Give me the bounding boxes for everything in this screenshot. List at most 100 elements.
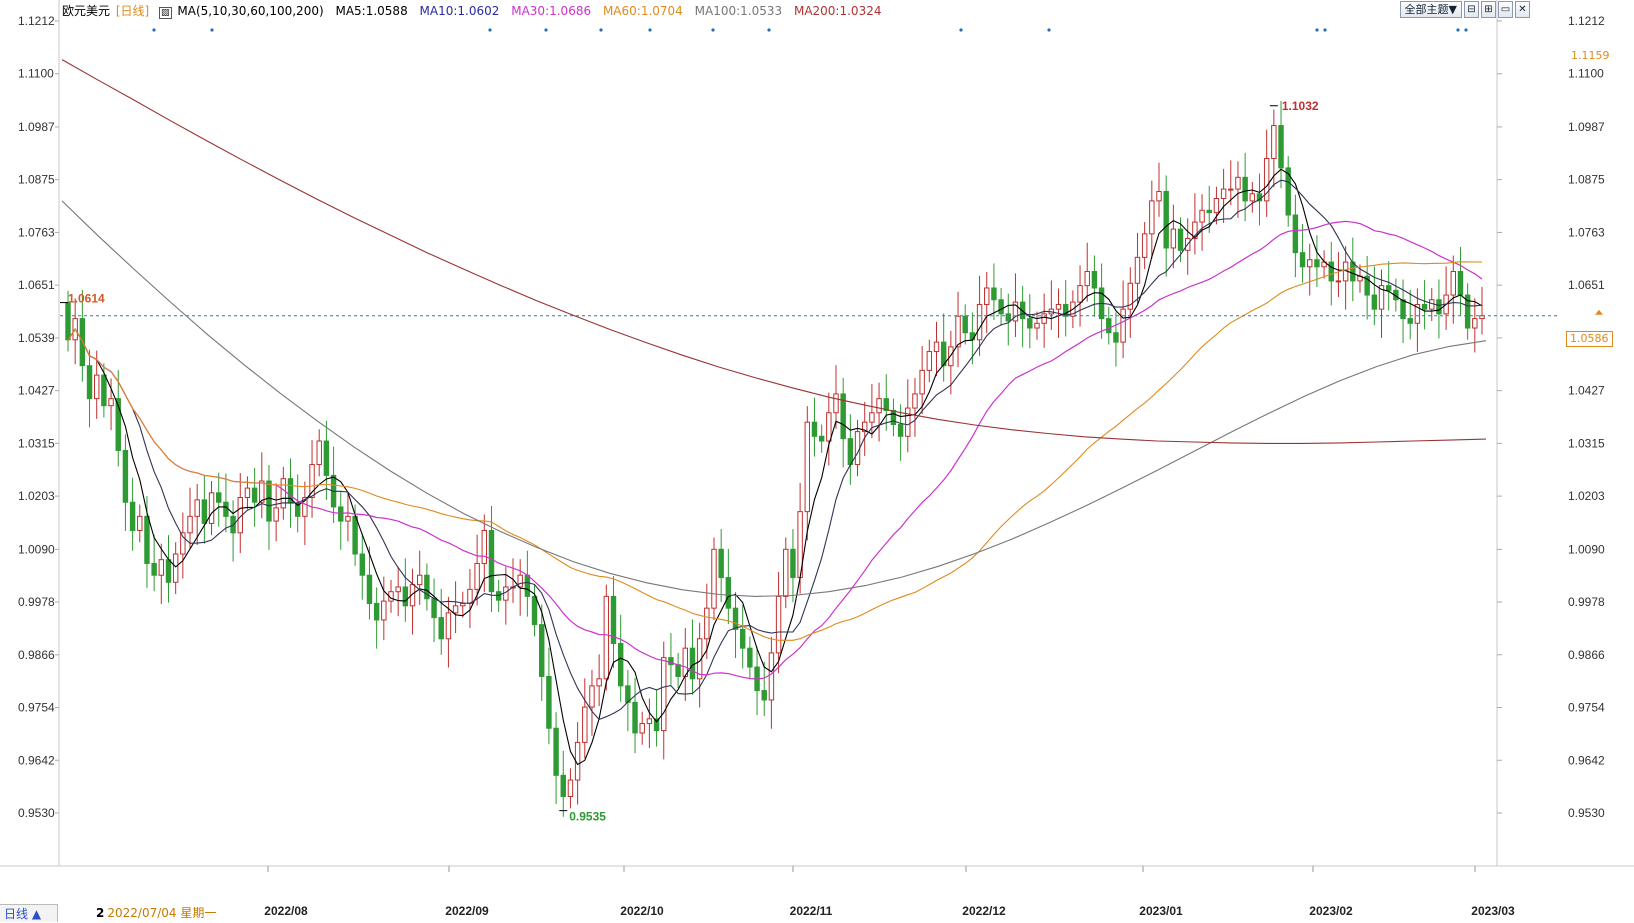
candle[interactable]	[158, 559, 165, 576]
candle[interactable]	[747, 647, 753, 668]
candle[interactable]	[1091, 271, 1098, 289]
event-marker-dot[interactable]	[544, 28, 548, 32]
candle[interactable]	[467, 588, 473, 604]
candle[interactable]	[811, 421, 818, 437]
candle[interactable]	[1278, 125, 1284, 169]
candle[interactable]	[208, 492, 215, 524]
candle[interactable]	[682, 647, 688, 677]
candle[interactable]	[991, 287, 997, 301]
candle[interactable]	[1019, 301, 1026, 320]
candle[interactable]	[503, 586, 509, 601]
event-marker-dot[interactable]	[1047, 28, 1051, 32]
candle[interactable]	[1472, 318, 1478, 329]
candle[interactable]	[1421, 303, 1428, 310]
candle[interactable]	[1012, 301, 1019, 322]
candle[interactable]	[366, 574, 373, 604]
candle[interactable]	[1206, 209, 1212, 214]
event-marker-dot[interactable]	[959, 28, 963, 32]
period-label[interactable]: [日线]	[115, 4, 150, 18]
candle[interactable]	[438, 617, 444, 640]
candle[interactable]	[783, 548, 789, 597]
event-marker-dot[interactable]	[210, 28, 214, 32]
candle[interactable]	[926, 351, 933, 371]
candle[interactable]	[1307, 259, 1313, 268]
candle[interactable]	[460, 602, 466, 607]
candle[interactable]	[661, 657, 667, 732]
candle[interactable]	[560, 774, 566, 798]
candle[interactable]	[653, 718, 660, 732]
candle[interactable]	[1235, 176, 1241, 190]
candle[interactable]	[1220, 188, 1227, 200]
candle[interactable]	[668, 657, 674, 666]
candle[interactable]	[976, 303, 983, 341]
period-switch-button[interactable]: 日线 ▲	[0, 904, 58, 922]
candle[interactable]	[1163, 190, 1169, 249]
candle[interactable]	[775, 595, 782, 654]
candle[interactable]	[65, 302, 71, 341]
candle[interactable]	[1407, 318, 1413, 324]
chart-toggle-icon[interactable]: ▧	[159, 7, 172, 19]
candle[interactable]	[1005, 313, 1011, 322]
candle[interactable]	[1120, 308, 1126, 343]
candle[interactable]	[1134, 256, 1141, 284]
candle[interactable]	[912, 393, 918, 409]
candle[interactable]	[1328, 261, 1334, 282]
candle[interactable]	[1285, 167, 1291, 216]
event-marker-dot[interactable]	[488, 28, 492, 32]
candle[interactable]	[395, 586, 401, 593]
event-marker-dot[interactable]	[152, 28, 156, 32]
candle[interactable]	[1149, 200, 1155, 235]
candle[interactable]	[854, 431, 861, 466]
candle[interactable]	[302, 497, 308, 517]
candle[interactable]	[539, 624, 545, 677]
candle[interactable]	[675, 664, 681, 677]
candle[interactable]	[172, 553, 179, 583]
candle[interactable]	[1177, 228, 1184, 251]
candle[interactable]	[1350, 261, 1356, 282]
candle[interactable]	[416, 574, 423, 586]
candle[interactable]	[984, 287, 990, 305]
candle[interactable]	[847, 438, 854, 466]
candle[interactable]	[223, 501, 229, 517]
candle[interactable]	[1034, 322, 1040, 329]
candle[interactable]	[1263, 157, 1270, 202]
candle[interactable]	[180, 532, 186, 555]
candle[interactable]	[309, 464, 315, 499]
candle[interactable]	[488, 529, 495, 593]
candle[interactable]	[761, 690, 767, 701]
candle[interactable]	[1464, 294, 1471, 329]
event-marker-dot[interactable]	[711, 28, 715, 32]
candle[interactable]	[359, 553, 365, 576]
candle[interactable]	[704, 607, 710, 640]
candle[interactable]	[617, 642, 624, 687]
candle[interactable]	[632, 701, 638, 734]
candle[interactable]	[689, 647, 696, 680]
candle[interactable]	[1400, 299, 1406, 320]
candle[interactable]	[567, 779, 574, 798]
candle[interactable]	[517, 574, 523, 588]
candle[interactable]	[940, 341, 947, 367]
candle[interactable]	[1450, 271, 1457, 296]
event-marker-dot[interactable]	[1456, 28, 1460, 32]
candle[interactable]	[897, 424, 904, 437]
candle[interactable]	[546, 675, 552, 729]
candle[interactable]	[373, 602, 380, 621]
candle[interactable]	[711, 548, 717, 609]
zoom-out-icon[interactable]: ⊟	[1464, 1, 1479, 18]
candle[interactable]	[1364, 275, 1370, 296]
candle[interactable]	[919, 369, 925, 395]
candle[interactable]	[1077, 285, 1083, 303]
candle[interactable]	[890, 409, 897, 426]
candle[interactable]	[251, 487, 258, 503]
window-icon[interactable]: ▭	[1498, 1, 1513, 18]
candle[interactable]	[1242, 176, 1248, 202]
candle[interactable]	[381, 600, 387, 621]
candle[interactable]	[790, 548, 796, 579]
candle[interactable]	[402, 586, 409, 607]
candle[interactable]	[818, 435, 825, 442]
candle[interactable]	[115, 398, 121, 451]
candle[interactable]	[1292, 214, 1299, 254]
candle[interactable]	[1141, 233, 1148, 258]
candle[interactable]	[998, 299, 1004, 315]
